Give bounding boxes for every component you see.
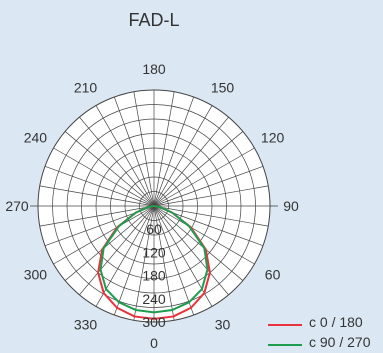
grid-spoke [64, 205, 155, 281]
legend-label-2: c 90 / 270 [309, 334, 371, 350]
grid-spoke [114, 96, 155, 207]
angle-tick-30: 30 [215, 317, 231, 333]
grid-spoke [153, 147, 255, 207]
grid-spoke [39, 205, 155, 227]
angle-tick-180: 180 [142, 61, 166, 77]
grid-spoke [153, 185, 269, 207]
radial-tick-labels: 60 120 180 240 300 [142, 221, 166, 330]
legend: c 0 / 180 c 90 / 270 [268, 314, 371, 350]
angle-tick-330: 330 [74, 317, 98, 333]
grid-spoke [153, 96, 194, 207]
grid-spoke [133, 205, 155, 321]
grid-spoke [153, 105, 213, 207]
grid-spoke [153, 205, 255, 265]
radial-tick-240: 240 [142, 291, 166, 307]
grid-spoke [153, 116, 229, 207]
grid-spoke [44, 166, 155, 207]
grid-spoke [153, 166, 264, 207]
grid-spoke [153, 205, 244, 281]
radial-tick-300: 300 [142, 314, 166, 330]
grid-spoke [153, 131, 244, 207]
grid-spoke [39, 185, 155, 207]
angle-tick-300: 300 [24, 267, 48, 283]
angle-tick-270: 270 [5, 198, 29, 214]
grid-spoke [153, 205, 194, 316]
angle-tick-120: 120 [261, 130, 285, 146]
angle-tick-210: 210 [74, 79, 98, 95]
grid-spoke [95, 105, 155, 207]
grid-spoke [153, 91, 175, 207]
series-line-2 [99, 205, 209, 314]
radial-tick-60: 60 [146, 221, 162, 237]
grid-spoke [79, 116, 155, 207]
grid-spoke [64, 131, 155, 207]
grid-spoke [53, 205, 155, 265]
angle-tick-60: 60 [265, 267, 281, 283]
grid-spoke [114, 205, 155, 316]
angle-tick-90: 90 [283, 198, 299, 214]
legend-label-1: c 0 / 180 [309, 314, 363, 330]
angle-tick-150: 150 [211, 79, 235, 95]
angle-tick-240: 240 [24, 130, 48, 146]
radial-tick-180: 180 [142, 268, 166, 284]
grid-spoke [79, 205, 155, 296]
chart-title: FAD-L [128, 10, 179, 30]
angle-tick-labels: 0 30 60 90 120 150 180 210 240 270 300 330 [5, 61, 299, 351]
grid-spoke [153, 205, 229, 296]
grid-spoke [153, 205, 175, 321]
grid-spoke [133, 91, 155, 207]
angle-tick-0: 0 [150, 335, 158, 351]
radial-tick-120: 120 [142, 244, 166, 260]
series-curves [97, 205, 211, 320]
grid-spoke [53, 147, 155, 207]
grid-spoke [153, 205, 269, 227]
